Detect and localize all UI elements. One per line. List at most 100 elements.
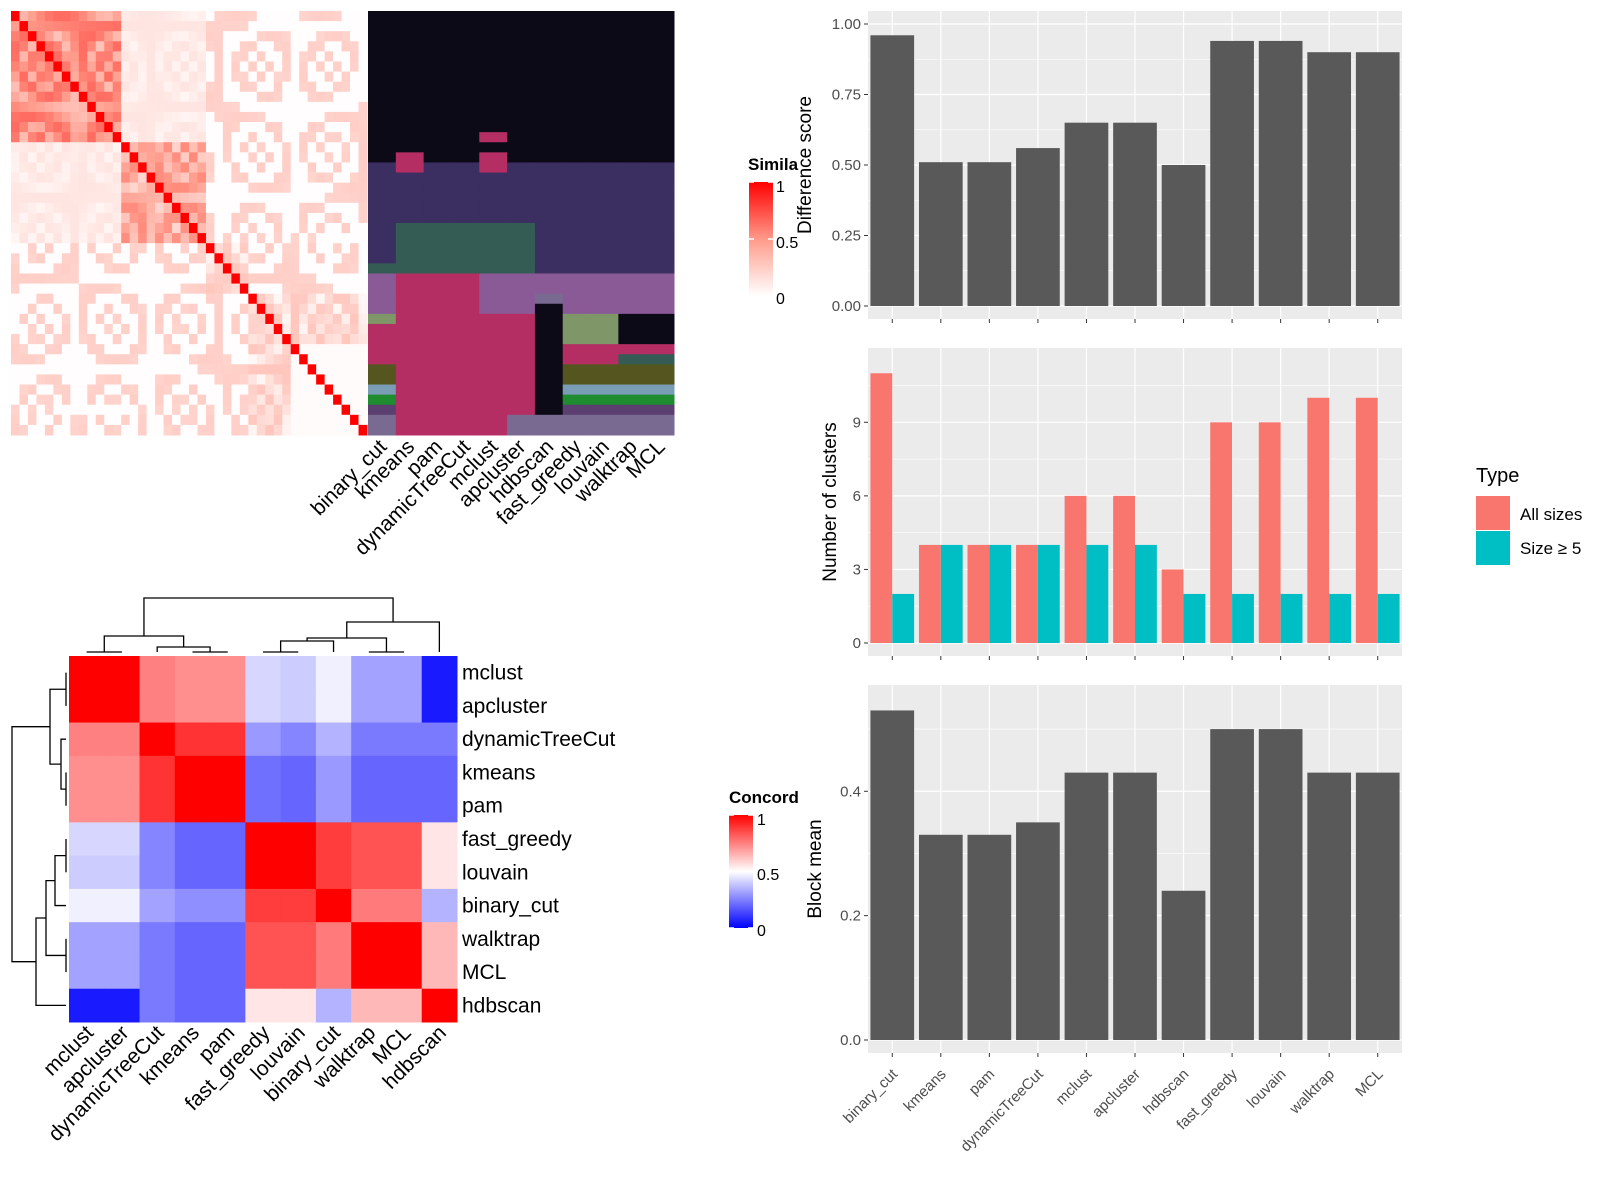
concordance-cell bbox=[315, 789, 352, 823]
similarity-cell bbox=[273, 162, 283, 174]
similarity-cell bbox=[239, 313, 249, 325]
cluster-cell bbox=[395, 192, 425, 204]
similarity-cell bbox=[299, 263, 309, 274]
similarity-cell bbox=[19, 192, 29, 204]
similarity-cell bbox=[70, 51, 80, 62]
cluster-cell bbox=[534, 51, 564, 62]
similarity-cell bbox=[95, 404, 105, 416]
similarity-cell bbox=[180, 111, 190, 123]
similarity-cell bbox=[197, 243, 207, 254]
cluster-cell bbox=[618, 21, 647, 32]
similarity-cell bbox=[333, 21, 343, 32]
similarity-cell bbox=[44, 334, 54, 345]
concordance-cell bbox=[315, 822, 352, 857]
similarity-cell bbox=[333, 212, 343, 224]
similarity-cell bbox=[290, 233, 300, 244]
concordance-cell bbox=[386, 722, 423, 757]
cluster-cell bbox=[451, 223, 480, 234]
similarity-cell bbox=[358, 374, 368, 386]
cluster-cell bbox=[423, 323, 452, 335]
similarity-cell bbox=[129, 41, 139, 52]
similarity-cell bbox=[95, 263, 105, 274]
similarity-cell bbox=[282, 344, 292, 355]
cluster-cell bbox=[534, 91, 564, 103]
similarity-cell bbox=[36, 132, 46, 143]
similarity-cell bbox=[104, 364, 114, 375]
similarity-cell bbox=[214, 344, 224, 355]
similarity-cell bbox=[129, 91, 139, 103]
cluster-cell bbox=[423, 364, 452, 375]
similarity-cell bbox=[282, 162, 292, 174]
cluster-cell bbox=[646, 172, 675, 184]
similarity-cell bbox=[27, 132, 37, 143]
cluster-cell bbox=[395, 71, 425, 83]
similarity-cell bbox=[299, 152, 309, 163]
cluster-cell bbox=[646, 384, 675, 396]
cluster-cell bbox=[479, 253, 508, 264]
similarity-cell bbox=[299, 142, 309, 153]
similarity-cell bbox=[121, 414, 131, 426]
similarity-cell bbox=[231, 273, 241, 285]
cluster-cell bbox=[479, 202, 508, 214]
similarity-cell bbox=[341, 182, 351, 194]
cluster-cell bbox=[423, 273, 452, 285]
cluster-cell bbox=[423, 334, 452, 345]
similarity-cell bbox=[27, 313, 37, 325]
bar-all-sizes bbox=[1258, 422, 1281, 643]
similarity-cell bbox=[333, 243, 343, 254]
similarity-cell bbox=[121, 323, 131, 335]
cluster-cell bbox=[507, 142, 536, 153]
similarity-cell bbox=[231, 51, 241, 62]
similarity-cell bbox=[121, 233, 131, 244]
similarity-cell bbox=[121, 303, 131, 315]
cluster-cell bbox=[479, 334, 508, 345]
similarity-cell bbox=[256, 192, 266, 204]
cluster-cell bbox=[590, 41, 619, 52]
cluster-cell bbox=[618, 71, 647, 83]
concordance-cell bbox=[386, 888, 423, 923]
similarity-cell bbox=[61, 223, 71, 234]
similarity-cell bbox=[282, 243, 292, 254]
similarity-cell bbox=[19, 293, 29, 305]
similarity-cell bbox=[53, 192, 63, 204]
concordance-cell bbox=[104, 888, 141, 923]
similarity-cell bbox=[316, 364, 326, 375]
similarity-cell bbox=[265, 384, 275, 396]
similarity-cell bbox=[146, 71, 156, 83]
similarity-cell bbox=[44, 71, 54, 83]
cluster-cell bbox=[590, 51, 619, 62]
similarity-cell bbox=[155, 334, 165, 345]
similarity-cell bbox=[222, 81, 232, 93]
similarity-cell bbox=[53, 81, 63, 93]
similarity-cell bbox=[282, 354, 292, 365]
similarity-cell bbox=[273, 273, 283, 285]
similarity-cell bbox=[27, 212, 37, 224]
similarity-cell bbox=[163, 111, 173, 123]
similarity-cell bbox=[197, 283, 207, 295]
similarity-cell bbox=[256, 91, 266, 103]
similarity-cell bbox=[324, 212, 334, 224]
similarity-cell bbox=[299, 233, 309, 244]
concordance-cell bbox=[245, 755, 282, 790]
similarity-cell bbox=[299, 182, 309, 194]
similarity-cell bbox=[36, 152, 46, 163]
similarity-cell bbox=[282, 61, 292, 73]
concordance-cell bbox=[104, 822, 141, 857]
similarity-cell bbox=[299, 162, 309, 174]
similarity-cell bbox=[290, 122, 300, 133]
similarity-cell bbox=[197, 111, 207, 123]
cluster-cell bbox=[368, 122, 397, 133]
similarity-cell bbox=[307, 424, 317, 436]
similarity-cell bbox=[316, 41, 326, 52]
similarity-cell bbox=[180, 122, 190, 133]
concordance-cell bbox=[315, 888, 352, 923]
similarity-cell bbox=[222, 334, 232, 345]
cluster-cell bbox=[534, 31, 564, 42]
similarity-cell bbox=[222, 404, 232, 416]
similarity-cell bbox=[341, 91, 351, 103]
similarity-cell bbox=[333, 223, 343, 234]
similarity-cell bbox=[350, 152, 360, 163]
similarity-cell bbox=[11, 253, 20, 264]
similarity-cell bbox=[44, 273, 54, 285]
similarity-cell bbox=[121, 424, 131, 436]
